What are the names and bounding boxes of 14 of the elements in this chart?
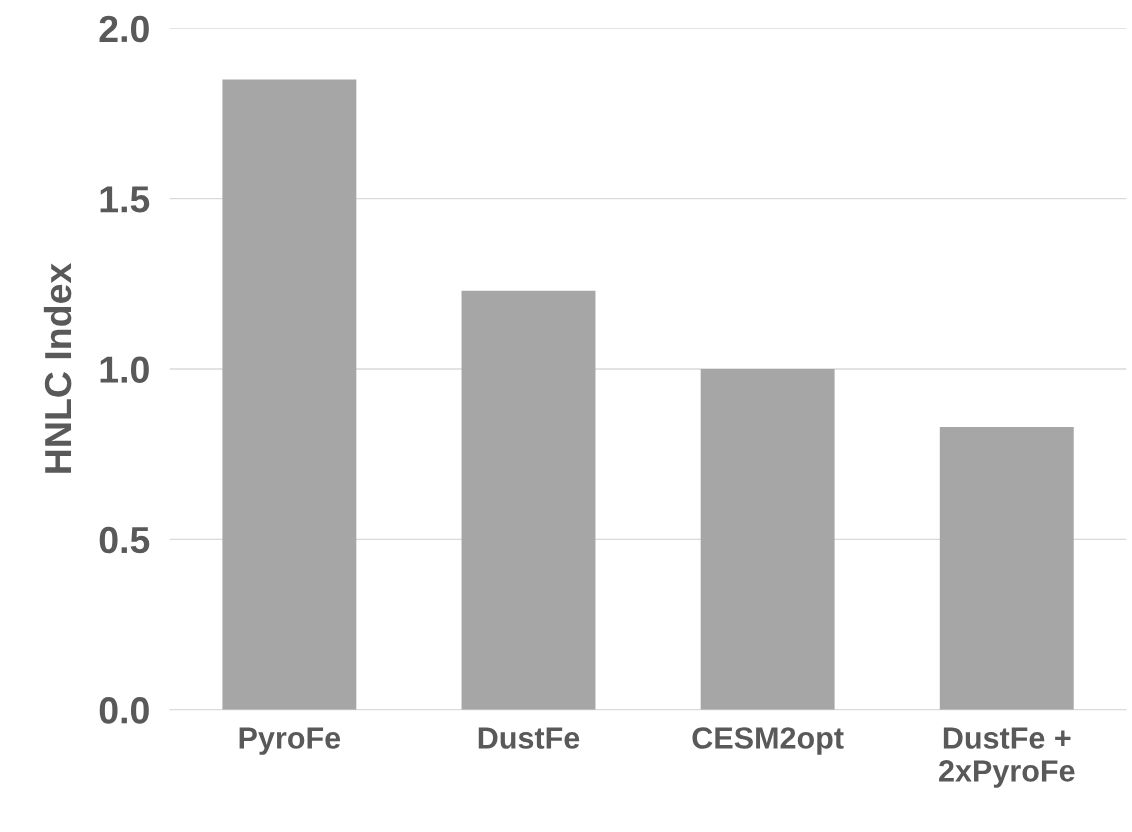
- y-tick-label: 0.5: [99, 526, 150, 554]
- bar: [222, 79, 357, 710]
- x-tick-label: CESM2opt: [692, 727, 844, 755]
- y-tick-label: 1.0: [100, 356, 149, 383]
- x-tick-label: DustFe + 2xPyroFe: [939, 727, 1075, 788]
- y-tick-label: 1.5: [100, 186, 150, 213]
- bar: [700, 368, 835, 710]
- y-tick-label: 0.0: [99, 697, 149, 724]
- bar: [461, 290, 596, 710]
- y-tick-label: 2.0: [99, 15, 149, 43]
- bar: [939, 426, 1074, 710]
- x-tick-label: DustFe: [478, 727, 580, 749]
- x-tick-label: PyroFe: [239, 727, 341, 755]
- y-axis-title: HNLC Index: [43, 263, 72, 473]
